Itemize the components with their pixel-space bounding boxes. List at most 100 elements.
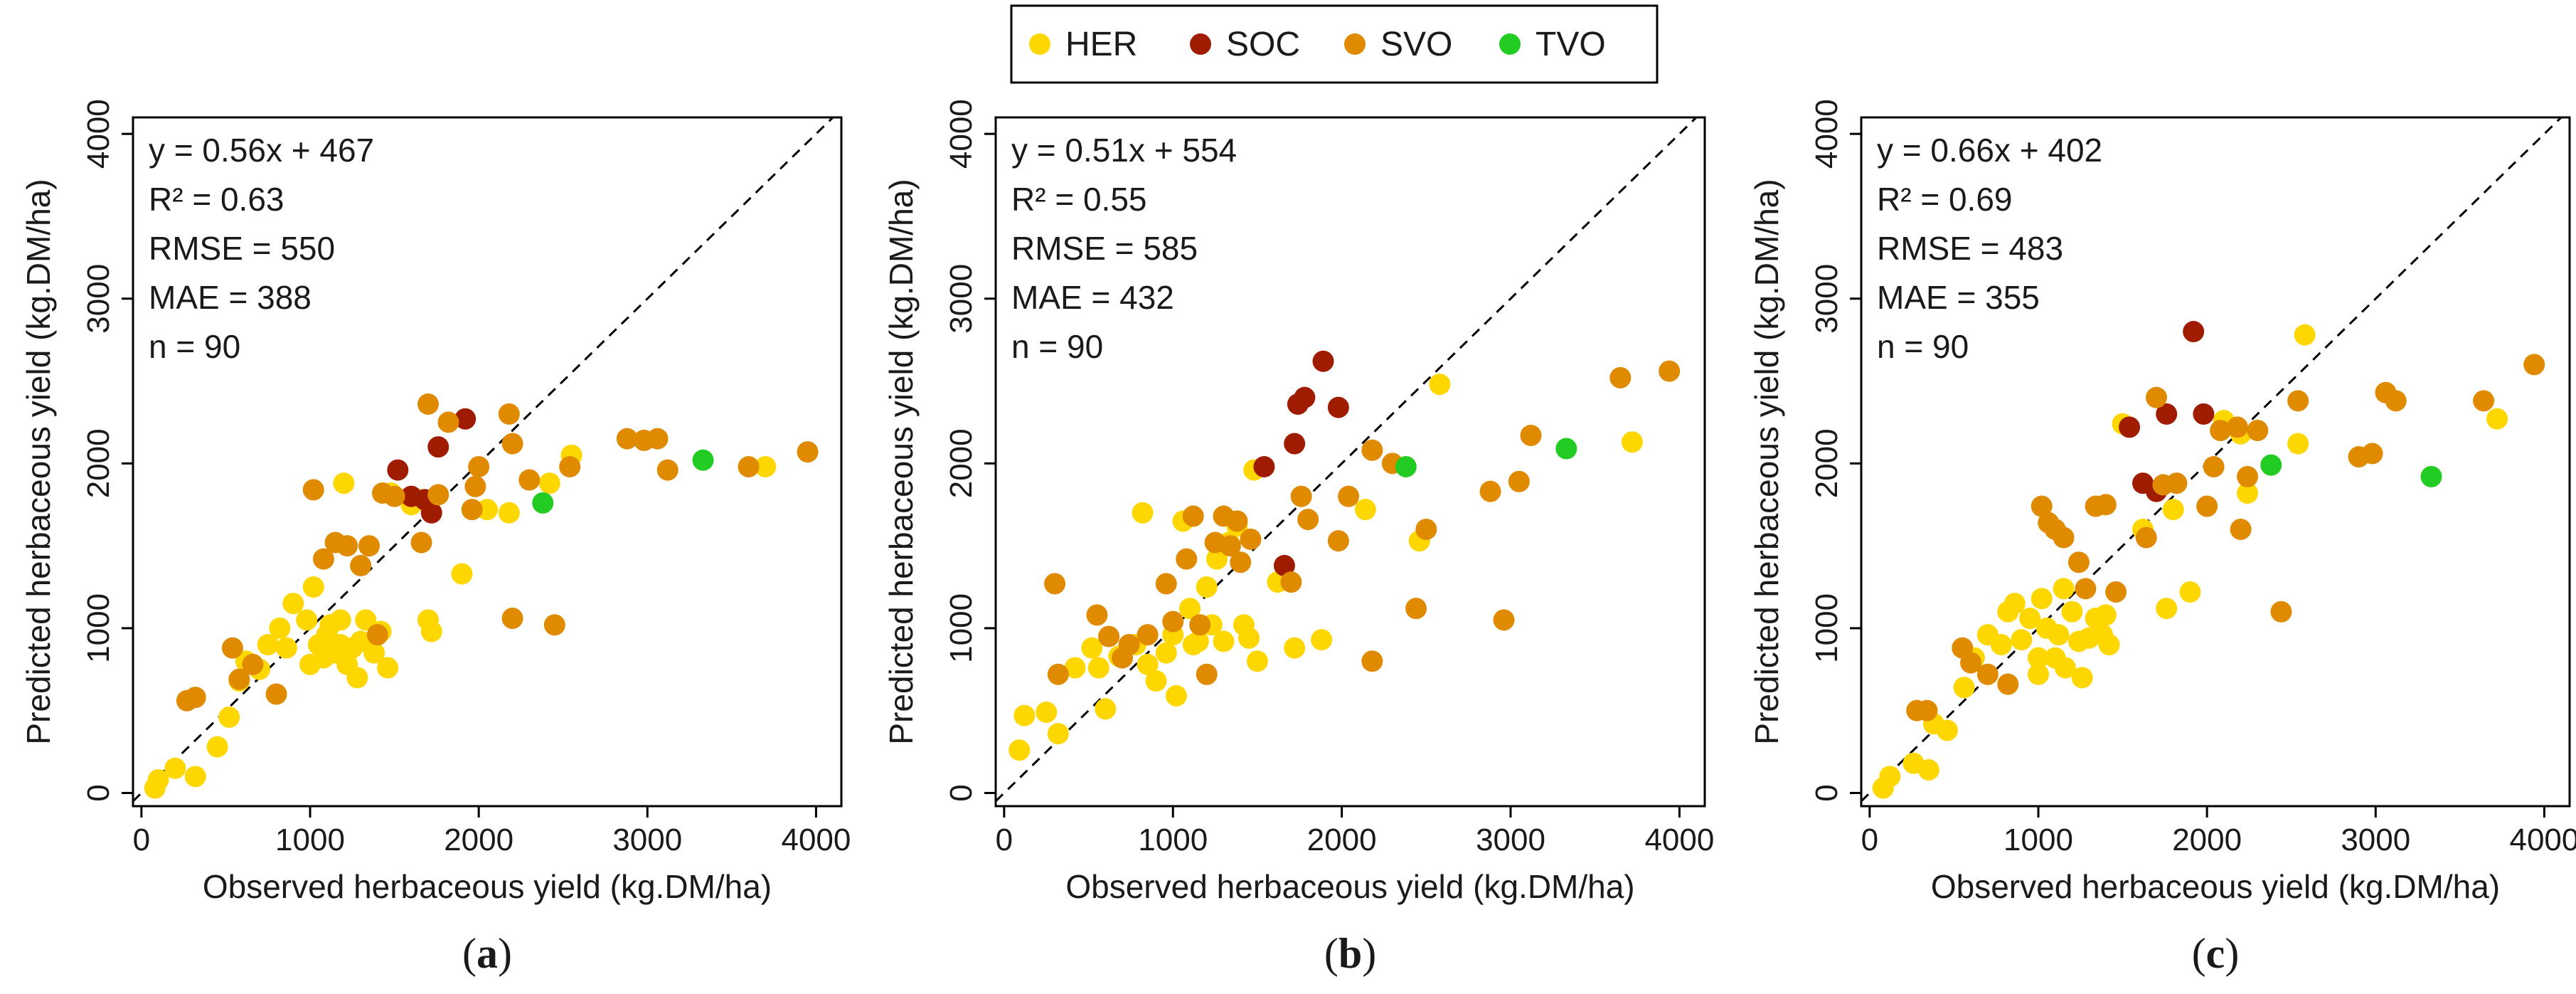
data-point-her: [1238, 627, 1260, 649]
data-point-svo: [1405, 598, 1427, 620]
data-point-her: [2162, 499, 2184, 521]
data-point-soc: [2183, 321, 2205, 343]
data-point-svo: [1338, 485, 1360, 507]
x-tick-label: 1000: [275, 823, 345, 857]
data-point-soc: [1294, 386, 1316, 408]
data-point-tvo: [1395, 455, 1417, 477]
data-point-svo: [1493, 609, 1515, 631]
data-point-svo: [2146, 386, 2167, 408]
x-tick-label: 3000: [2341, 823, 2410, 857]
data-point-her: [2048, 624, 2070, 646]
data-point-svo: [2210, 420, 2232, 441]
data-point-svo: [1327, 530, 1349, 552]
y-tick-label: 1000: [944, 593, 979, 663]
data-point-soc: [1273, 554, 1295, 576]
data-point-her: [538, 472, 560, 495]
data-point-svo: [417, 393, 439, 415]
data-point-svo: [797, 441, 819, 463]
data-point-her: [184, 766, 206, 788]
data-point-her: [1178, 598, 1201, 620]
data-point-svo: [2031, 495, 2053, 517]
data-point-soc: [420, 502, 442, 524]
data-point-svo: [265, 683, 287, 705]
data-point-her: [2098, 634, 2120, 656]
data-point-svo: [1196, 663, 1218, 685]
data-point-soc: [2119, 416, 2141, 438]
panel-label-close: ): [2225, 930, 2239, 977]
data-point-soc: [1327, 396, 1349, 418]
data-point-her: [1095, 698, 1117, 720]
x-axis-title: Observed herbaceous yield (kg.DM/ha): [203, 868, 772, 905]
data-point-svo: [221, 637, 243, 659]
data-point-svo: [427, 484, 449, 506]
stat-annotation: R² = 0.69: [1877, 181, 2013, 218]
x-tick-label: 4000: [781, 823, 851, 857]
panel-label-open: (: [2192, 930, 2206, 977]
x-tick-label: 1000: [2003, 823, 2073, 857]
data-point-svo: [1155, 573, 1177, 595]
data-point-svo: [464, 475, 486, 497]
data-point-her: [1165, 684, 1187, 707]
data-point-svo: [2105, 581, 2127, 603]
panel-label-open: (: [462, 930, 477, 977]
y-tick-label: 2000: [81, 428, 116, 498]
legend: HER SOC SVO TVO: [1010, 4, 1659, 84]
x-axis-title: Observed herbaceous yield (kg.DM/ha): [1065, 868, 1634, 905]
data-point-soc: [2193, 403, 2215, 425]
data-point-her: [451, 563, 473, 585]
data-point-svo: [2166, 472, 2188, 495]
series-soc: [1253, 350, 1349, 576]
y-tick-label: 3000: [81, 264, 116, 334]
legend-marker-her: [1029, 33, 1050, 55]
data-point-her: [420, 620, 442, 643]
x-tick-label: 0: [1861, 823, 1878, 857]
data-point-her: [498, 502, 520, 524]
plot-frame: [132, 116, 843, 808]
data-point-svo: [2270, 601, 2292, 623]
data-point-soc: [2156, 403, 2178, 425]
data-point-her: [2156, 598, 2178, 620]
data-point-her: [333, 472, 355, 495]
data-point-svo: [1609, 366, 1632, 388]
y-tick-label: 2000: [944, 428, 979, 498]
stat-annotation: MAE = 388: [149, 279, 312, 316]
panel-c: 0 1000 2000 3000 4000 0 1000 2000 3000 4000 Observ…: [1748, 99, 2576, 977]
data-point-her: [2053, 578, 2075, 600]
data-point-her: [1047, 723, 1069, 745]
data-point-her: [329, 609, 351, 631]
legend-label-her: HER: [1065, 26, 1137, 63]
data-point-her: [755, 455, 777, 477]
data-point-her: [2486, 408, 2508, 430]
legend-marker-soc: [1190, 33, 1211, 55]
stat-annotation: RMSE = 585: [1011, 230, 1198, 267]
data-point-her: [2061, 601, 2083, 623]
panel-label-letter: c: [2206, 930, 2225, 977]
one-to-one-line: [994, 116, 1698, 803]
data-point-her: [1087, 657, 1109, 679]
data-point-svo: [501, 608, 523, 629]
data-point-svo: [2053, 527, 2075, 549]
data-point-svo: [1520, 424, 1542, 446]
data-point-svo: [1997, 673, 2019, 695]
data-point-her: [1917, 759, 1939, 781]
data-point-her: [2031, 588, 2053, 610]
data-point-her: [2095, 604, 2117, 626]
data-point-svo: [1240, 528, 1262, 550]
series-tvo: [2260, 454, 2442, 487]
data-point-svo: [302, 479, 324, 501]
x-tick-label: 3000: [1476, 823, 1545, 857]
data-point-svo: [2203, 455, 2225, 477]
panels: 0 1000 2000 3000 4000 0 1000 2000 3000 4000 Observ…: [20, 99, 2576, 977]
series-soc: [2119, 321, 2215, 502]
stat-annotation: n = 90: [1877, 328, 1969, 365]
x-tick-label: 2000: [1307, 823, 1377, 857]
data-point-her: [1621, 431, 1643, 453]
data-point-her: [275, 637, 297, 659]
stat-annotation: RMSE = 550: [149, 230, 335, 267]
data-point-svo: [383, 485, 405, 507]
series-her: [1872, 324, 2508, 799]
data-point-tvo: [1555, 438, 1577, 460]
data-point-her: [1990, 634, 2012, 656]
data-point-her: [296, 609, 318, 631]
y-tick-label: 1000: [1809, 593, 1844, 663]
